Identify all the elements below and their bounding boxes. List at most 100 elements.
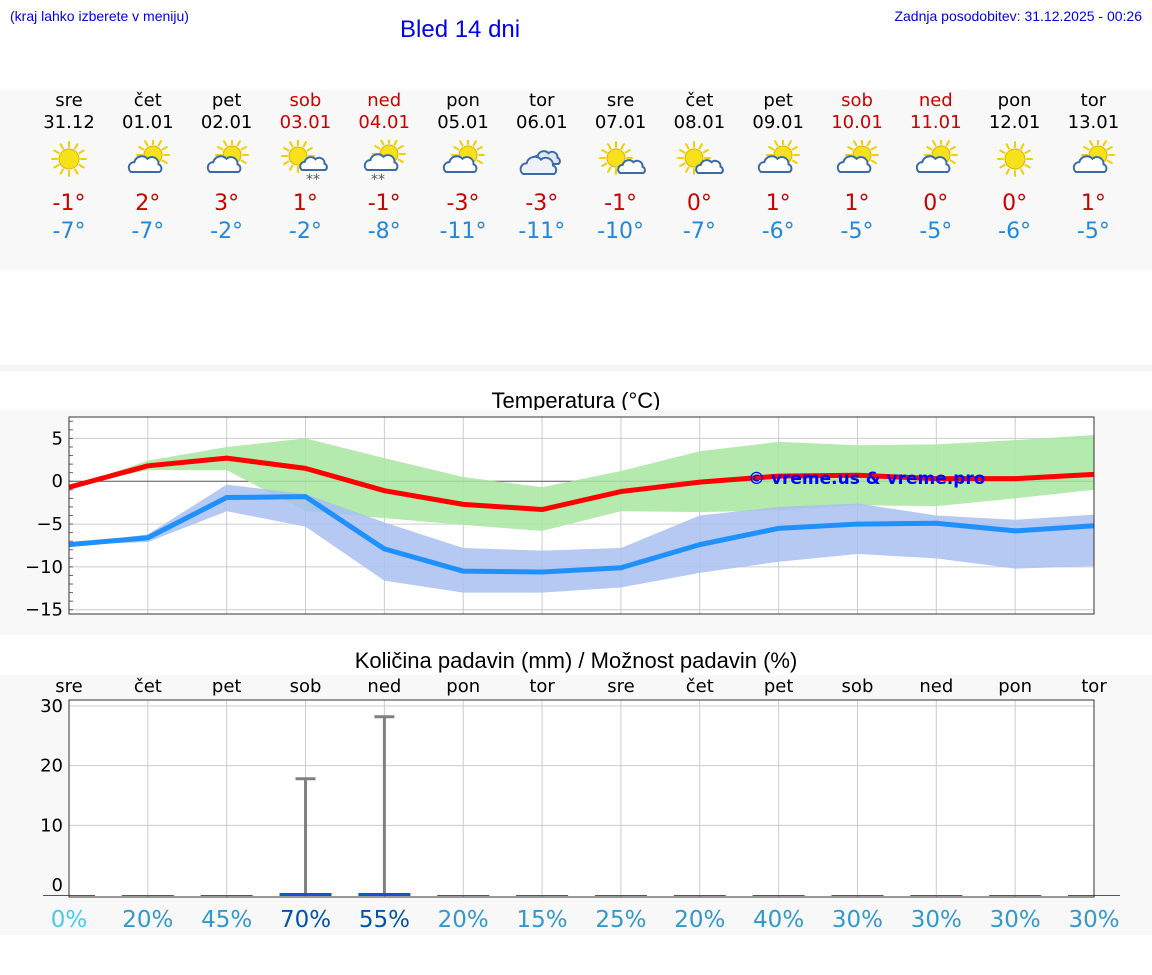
precipitation-ytick: 20	[40, 756, 63, 777]
precipitation-probability: 40%	[753, 907, 804, 933]
forecast-max-temp: 0°	[923, 191, 949, 216]
forecast-date: 04.01	[358, 112, 410, 133]
forecast-min-temp: -2°	[288, 219, 322, 244]
forecast-min-temp: -2°	[210, 219, 244, 244]
forecast-max-temp: -1°	[604, 191, 638, 216]
precipitation-bar	[121, 895, 174, 896]
forecast-max-temp: 1°	[844, 191, 870, 216]
precipitation-probability: 30%	[832, 907, 883, 933]
forecast-max-temp: 1°	[292, 191, 318, 216]
forecast-day-name: tor	[529, 90, 555, 111]
forecast-date: 12.01	[988, 112, 1041, 133]
precipitation-probability: 0%	[51, 907, 88, 933]
temperature-plot-frame	[68, 416, 1095, 615]
forecast-min-temp: -7°	[52, 219, 86, 244]
forecast-day-name: sre	[606, 90, 635, 111]
temperature-ytick: 5	[52, 428, 63, 449]
forecast-date: 01.01	[122, 112, 174, 133]
forecast-max-temp: 0°	[1002, 191, 1028, 216]
precipitation-plot-area	[69, 700, 1094, 897]
forecast-date: 10.01	[831, 112, 883, 133]
forecast-day: tor 06.01 -3° -11°	[503, 90, 581, 246]
precipitation-day-label: čet	[134, 676, 162, 697]
precipitation-probability: 30%	[1068, 907, 1119, 933]
cloud-sun-icon	[836, 140, 879, 173]
forecast-date: 07.01	[594, 112, 647, 133]
forecast-date: 31.12	[43, 112, 95, 133]
precipitation-plot-frame	[68, 699, 1095, 898]
precipitation-day-label: sob	[290, 676, 322, 697]
forecast-date: 09.01	[752, 112, 804, 133]
cloud-sun-icon	[915, 140, 958, 173]
precipitation-day-label: tor	[1081, 676, 1107, 697]
precipitation-day-label: pet	[764, 676, 794, 697]
forecast-day: čet 08.01 0° -7°	[660, 90, 738, 246]
precipitation-day-label: pon	[446, 676, 480, 697]
forecast-day: ned 11.01 0° -5°	[897, 90, 975, 246]
forecast-min-temp: -5°	[1076, 219, 1110, 244]
sun-icon	[51, 141, 87, 177]
precipitation-probability: 25%	[595, 907, 646, 933]
temperature-ytick: −5	[36, 514, 63, 535]
forecast-day-name: sob	[289, 90, 322, 111]
precipitation-day-label: ned	[919, 676, 953, 697]
forecast-max-temp: -3°	[525, 191, 559, 216]
precipitation-probability: 20%	[122, 907, 173, 933]
forecast-min-temp: -5°	[919, 219, 953, 244]
forecast-day-name: tor	[1080, 90, 1107, 111]
forecast-date: 06.01	[516, 112, 568, 133]
forecast-day-name: sre	[55, 90, 83, 111]
forecast-date: 08.01	[673, 112, 726, 133]
forecast-date: 11.01	[910, 112, 962, 133]
forecast-day: ned 04.01 ** -1° -8°	[345, 90, 423, 246]
forecast-day: pet 09.01 1° -6°	[739, 90, 817, 246]
precipitation-chart: 30 20 10 0 sre čet pet sob ned pon tor sre čet pet sob…	[40, 676, 1120, 933]
forecast-min-temp: -5°	[840, 219, 874, 244]
forecast-date: 05.01	[437, 112, 489, 133]
temperature-ytick: 0	[52, 471, 63, 492]
precipitation-bar	[831, 895, 884, 896]
forecast-min-temp: -7°	[682, 219, 716, 244]
last-update: Zadnja posodobitev: 31.12.2025 - 00:26	[894, 8, 1142, 24]
precipitation-bar	[358, 893, 411, 896]
forecast-day: pet 02.01 3° -2°	[188, 90, 266, 246]
separator	[0, 365, 1152, 371]
precipitation-bar	[279, 893, 332, 896]
precipitation-day-label: pon	[998, 676, 1032, 697]
forecast-day: sob 10.01 1° -5°	[818, 90, 896, 246]
forecast-max-temp: -1°	[367, 191, 401, 216]
cloud-sun-icon	[127, 140, 170, 173]
forecast-min-temp: -8°	[367, 219, 401, 244]
forecast-max-temp: -3°	[446, 191, 480, 216]
forecast-min-temp: -6°	[998, 219, 1032, 244]
forecast-day-name: pet	[211, 90, 242, 111]
sun-cloud-icon	[677, 141, 725, 175]
forecast-day: pon 05.01 -3° -11°	[424, 90, 502, 246]
precipitation-bar	[200, 895, 253, 896]
precipitation-probability: 30%	[911, 907, 962, 933]
forecast-max-temp: -1°	[52, 191, 86, 216]
precipitation-ytick: 30	[40, 696, 63, 717]
precipitation-bar	[673, 895, 726, 896]
precipitation-bar	[752, 895, 805, 896]
forecast-day-name: pon	[997, 90, 1032, 111]
precipitation-bar	[437, 895, 490, 896]
precipitation-bar	[516, 895, 569, 896]
precipitation-bar	[989, 895, 1042, 896]
sun-cloud-snow-icon: **	[281, 140, 329, 186]
precipitation-day-label: pet	[212, 676, 242, 697]
forecast-day: pon 12.01 0° -6°	[976, 90, 1054, 246]
sun-icon	[996, 141, 1033, 177]
forecast-day: čet 01.01 2° -7°	[109, 90, 187, 246]
precipitation-day-label: sre	[55, 676, 82, 697]
forecast-day-name: sob	[841, 90, 873, 111]
precipitation-probability: 20%	[674, 907, 725, 933]
forecast-day: sre 07.01 -1° -10°	[582, 90, 660, 246]
temperature-chart-title: Temperatura (°C)	[491, 388, 661, 413]
forecast-min-temp: -7°	[131, 219, 165, 244]
precipitation-ytick: 0	[52, 875, 63, 896]
cloud-sun-icon	[757, 140, 801, 173]
max-temp-line	[68, 455, 1095, 513]
temperature-ytick: −15	[25, 600, 63, 621]
temperature-chart: 5 0 −5 −10 −15 © vreme.us & vreme.pro	[25, 416, 1095, 621]
